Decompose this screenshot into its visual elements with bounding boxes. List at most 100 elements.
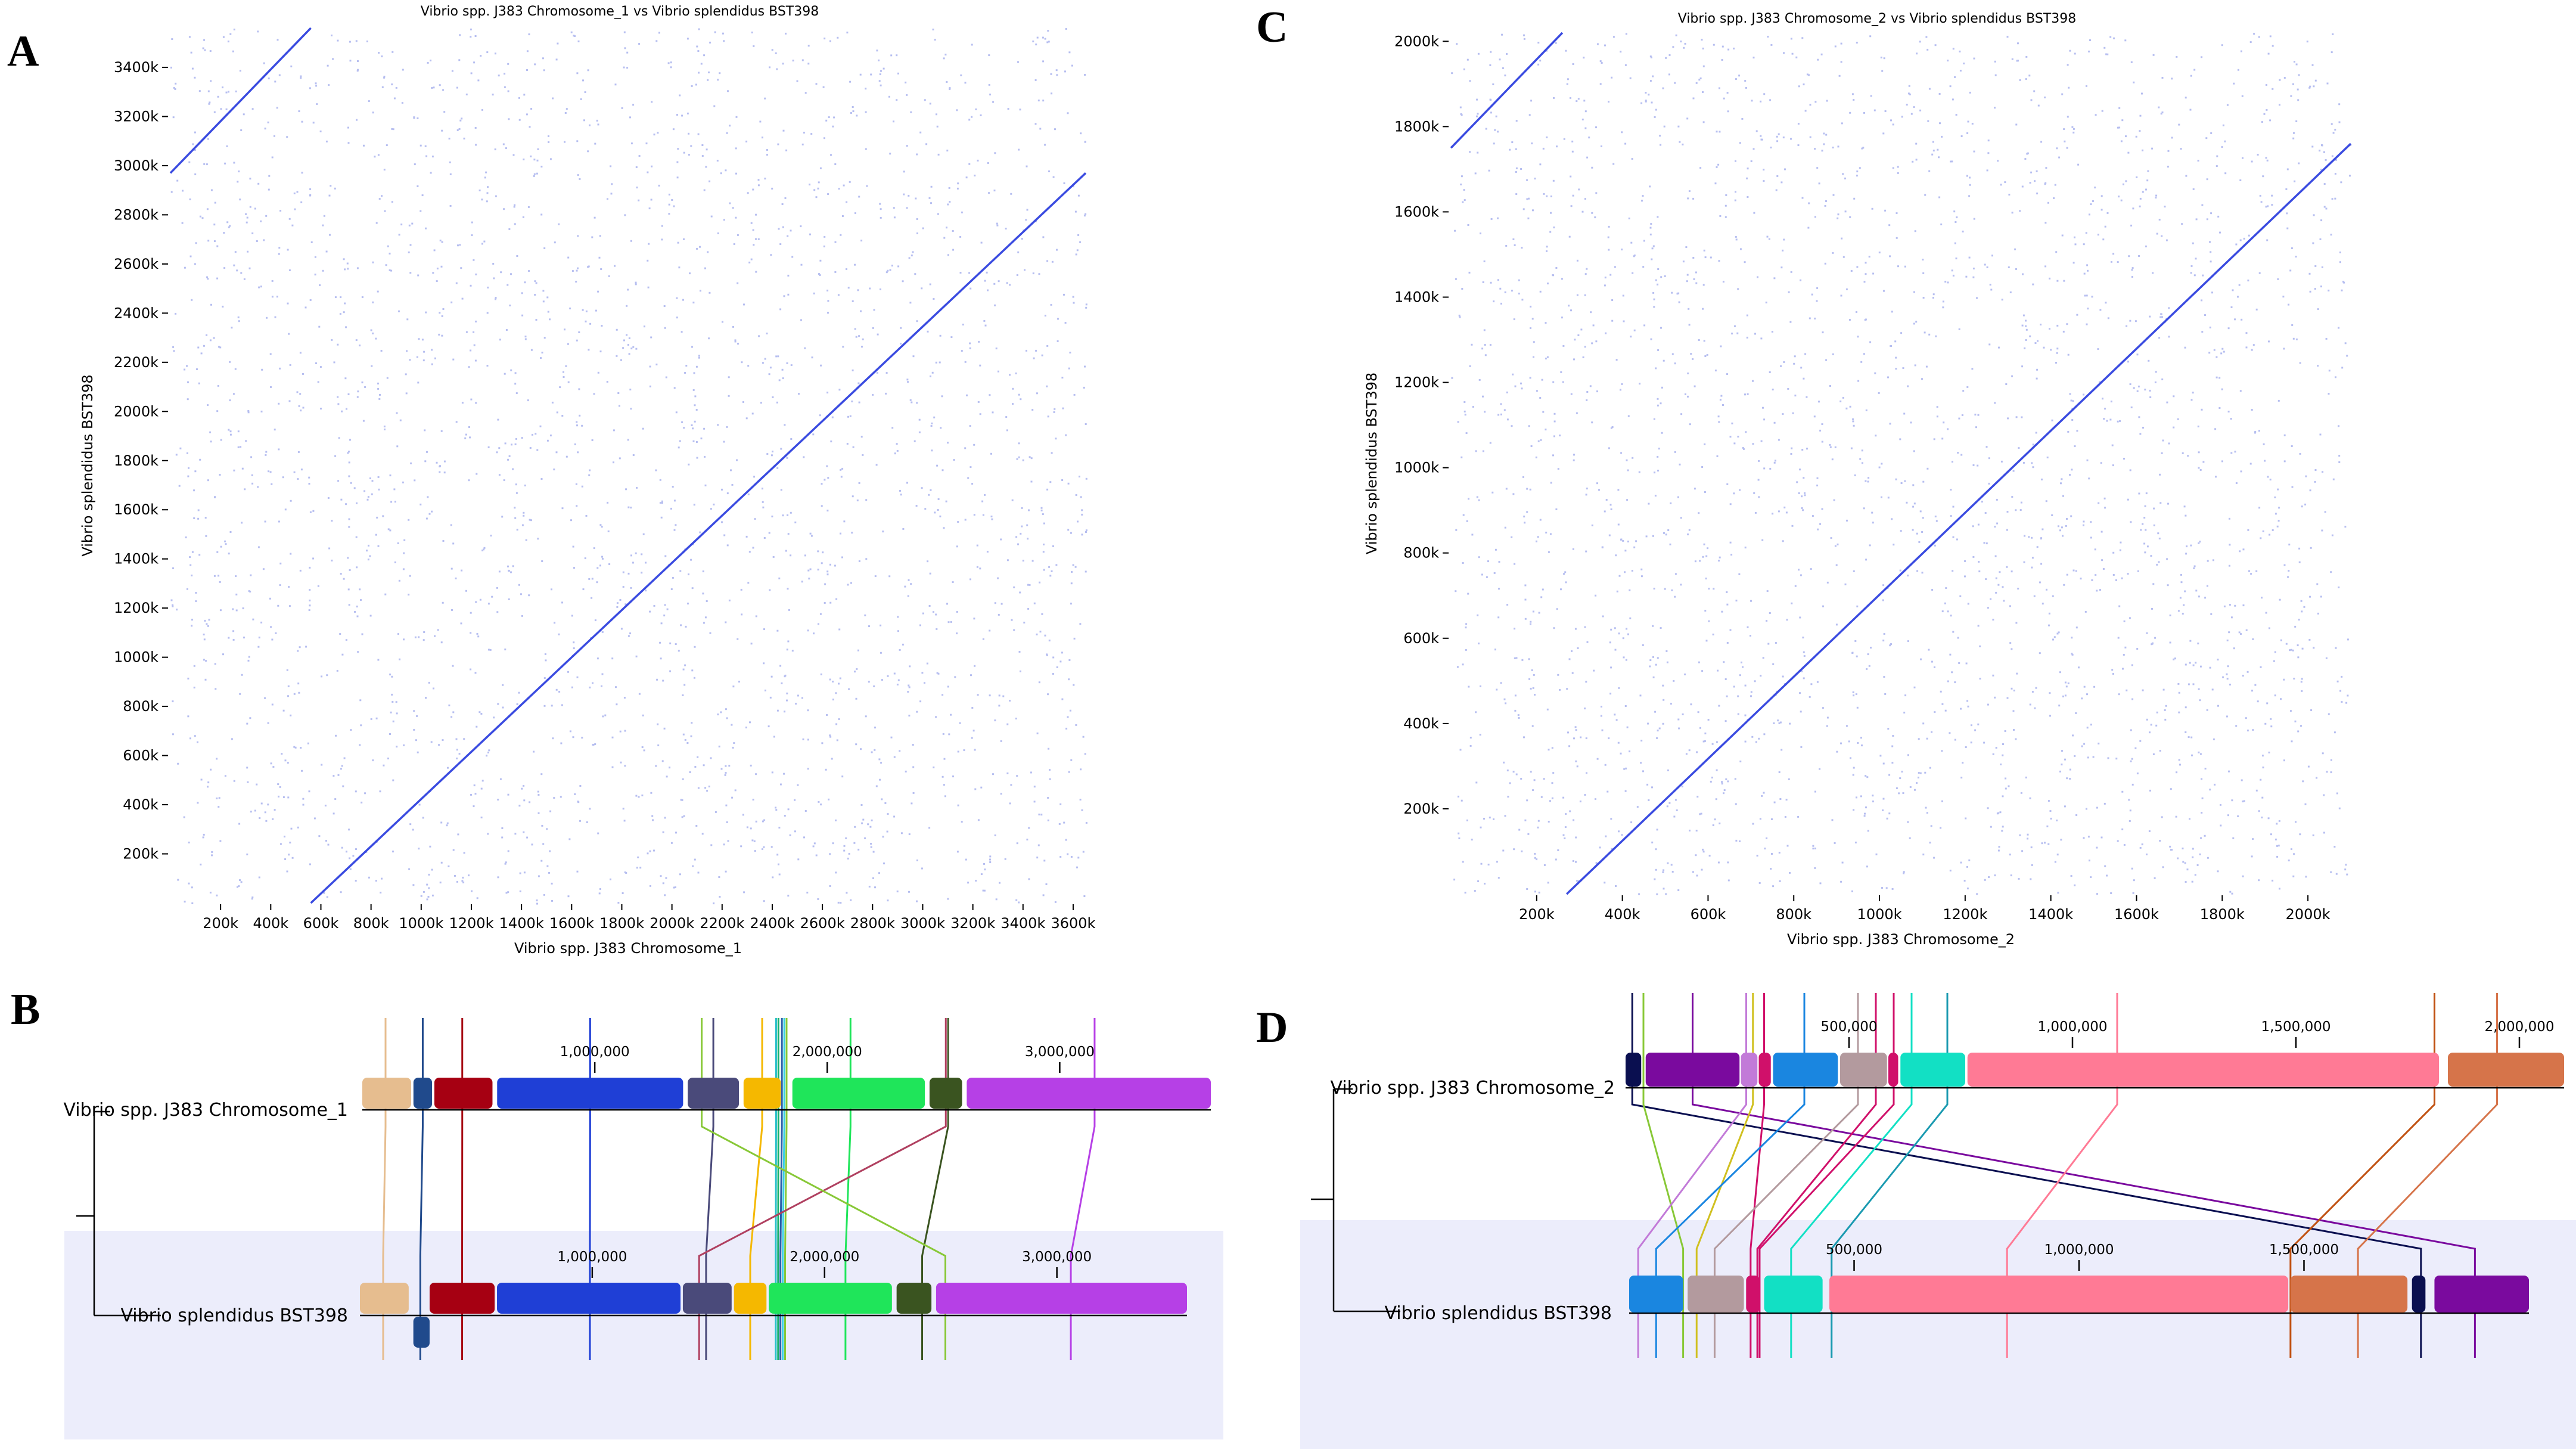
- noise-dot: [673, 499, 676, 502]
- noise-dot: [308, 483, 310, 485]
- noise-dot: [2056, 632, 2059, 635]
- noise-dot: [301, 172, 303, 174]
- noise-dot: [854, 826, 856, 828]
- noise-dots: [1451, 33, 2352, 895]
- noise-dot: [473, 784, 476, 787]
- noise-dot: [803, 456, 805, 458]
- noise-dot: [2047, 800, 2050, 802]
- noise-dot: [1536, 390, 1538, 392]
- noise-dot: [2192, 848, 2194, 850]
- noise-dot: [1687, 373, 1689, 374]
- noise-dot: [1870, 647, 1872, 649]
- noise-dot: [277, 783, 279, 786]
- noise-dot: [232, 393, 235, 395]
- noise-dot: [450, 301, 453, 303]
- noise-dot: [2091, 296, 2093, 298]
- noise-dot: [855, 697, 857, 700]
- noise-dot: [237, 446, 240, 448]
- noise-dot: [1965, 275, 1968, 278]
- noise-dot: [271, 280, 274, 282]
- noise-dot: [381, 55, 383, 58]
- noise-dot: [2299, 833, 2301, 836]
- noise-dot: [610, 193, 613, 195]
- noise-dot: [2104, 408, 2106, 410]
- noise-dot: [1515, 657, 1518, 659]
- noise-dot: [1631, 570, 1633, 572]
- noise-dot: [2193, 567, 2195, 569]
- noise-dot: [1631, 158, 1633, 160]
- noise-dot: [428, 873, 430, 876]
- noise-dot: [1576, 880, 1578, 882]
- noise-dot: [1668, 73, 1670, 76]
- noise-dot: [503, 479, 505, 482]
- noise-dot: [1906, 501, 1908, 504]
- noise-dot: [1742, 666, 1744, 668]
- noise-dot: [804, 92, 807, 94]
- noise-dot: [1457, 421, 1459, 423]
- noise-dot: [2277, 845, 2280, 847]
- noise-dot: [794, 830, 796, 833]
- noise-dot: [1663, 699, 1665, 701]
- noise-dot: [2075, 570, 2077, 572]
- noise-dot: [216, 758, 218, 760]
- noise-dot: [1548, 749, 1550, 751]
- noise-dot: [1865, 273, 1867, 275]
- noise-dot: [2192, 664, 2195, 666]
- noise-dot: [2242, 548, 2245, 551]
- noise-dot: [2069, 474, 2071, 476]
- noise-dot: [817, 569, 819, 571]
- noise-dot: [731, 724, 733, 726]
- noise-dot: [1513, 848, 1515, 851]
- noise-dot: [689, 272, 691, 275]
- noise-dot: [1511, 425, 1513, 427]
- noise-dot: [1487, 560, 1489, 563]
- noise-dot: [2053, 197, 2055, 199]
- noise-dot: [862, 454, 864, 456]
- noise-dot: [1853, 424, 1855, 427]
- noise-dot: [818, 273, 820, 275]
- noise-dot: [690, 558, 692, 561]
- noise-dot: [2305, 876, 2307, 878]
- noise-dot: [591, 439, 593, 441]
- noise-dot: [1083, 386, 1085, 389]
- noise-dot: [375, 880, 377, 882]
- noise-dot: [1561, 317, 1563, 319]
- noise-dot: [377, 154, 380, 156]
- noise-dot: [492, 94, 494, 96]
- noise-dot: [399, 419, 402, 421]
- noise-dot: [965, 858, 967, 861]
- noise-dot: [697, 50, 700, 52]
- noise-dot: [2300, 600, 2302, 602]
- noise-dot: [868, 886, 871, 888]
- noise-dot: [2167, 150, 2170, 152]
- noise-dot: [1866, 776, 1869, 778]
- noise-dot: [627, 439, 629, 441]
- noise-dot: [217, 575, 220, 577]
- noise-dot: [2192, 392, 2194, 394]
- noise-dot: [1666, 805, 1668, 808]
- noise-dot: [1729, 503, 1732, 505]
- noise-dot: [1478, 378, 1481, 381]
- noise-dot: [1947, 428, 1949, 430]
- noise-dot: [1585, 681, 1587, 683]
- noise-dot: [1045, 883, 1048, 885]
- noise-dot: [1782, 249, 1784, 252]
- noise-dot: [1085, 213, 1087, 215]
- noise-dot: [207, 90, 210, 92]
- noise-dot: [709, 41, 711, 44]
- noise-dot: [1699, 77, 1702, 79]
- noise-dot: [1466, 58, 1469, 61]
- noise-dot: [442, 601, 444, 604]
- noise-dot: [959, 272, 962, 274]
- noise-dot: [1068, 771, 1070, 773]
- noise-dot: [627, 344, 629, 346]
- noise-dot: [2246, 671, 2249, 673]
- noise-dot: [2169, 641, 2171, 644]
- noise-dot: [312, 557, 315, 560]
- noise-dot: [782, 514, 784, 517]
- noise-dot: [204, 678, 207, 681]
- noise-dot: [1950, 160, 1952, 163]
- noise-dot: [2143, 517, 2146, 519]
- noise-dot: [594, 619, 596, 622]
- noise-dot: [991, 518, 993, 520]
